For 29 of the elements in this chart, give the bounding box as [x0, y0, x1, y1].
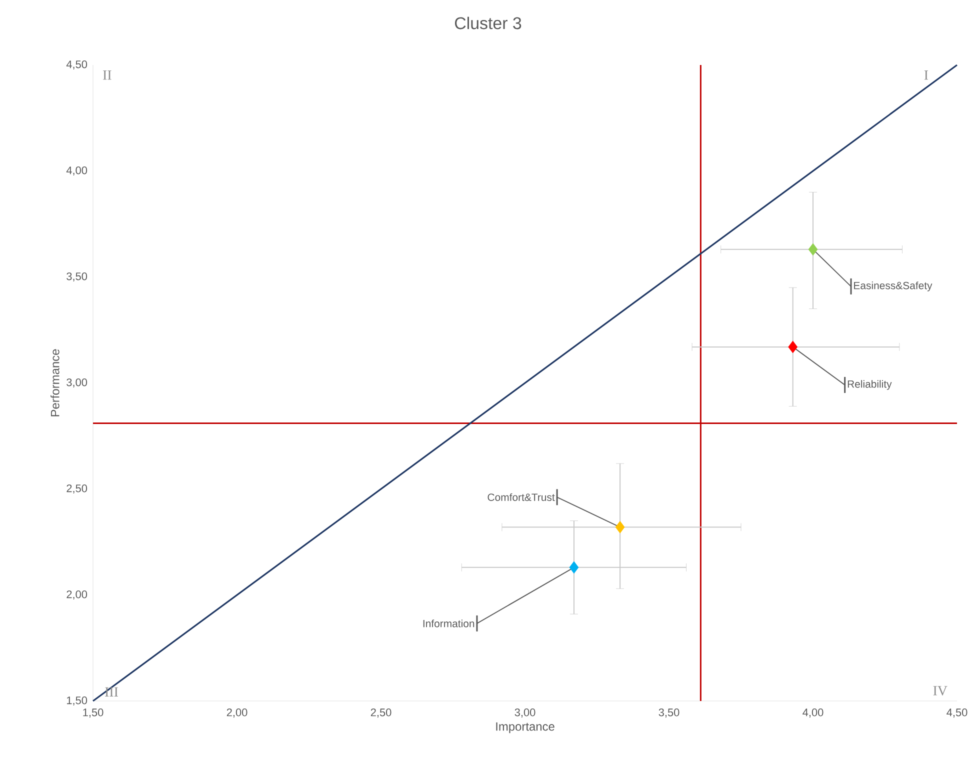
y-tick-label: 4,50 [66, 60, 88, 70]
y-axis-title: Performance [50, 349, 60, 416]
text: Easiness&Safety [854, 282, 932, 292]
x-tick-label: 1,50 [83, 708, 104, 718]
x-tick-label: 4,50 [946, 708, 968, 718]
y-tick-label: 2,00 [66, 590, 88, 600]
y-tick-label: 2,50 [66, 484, 88, 494]
y-tick-label: 1,50 [66, 696, 88, 706]
y-tick-label: 4,00 [66, 166, 88, 176]
y-tick-label: 3,50 [66, 272, 88, 282]
x-tick-label: 2,50 [370, 708, 392, 718]
annotation: II [103, 70, 112, 80]
text: Reliability [848, 380, 892, 390]
x-tick-label: 2,00 [226, 708, 248, 718]
x-tick-label: 4,00 [802, 708, 824, 718]
point [569, 561, 579, 574]
x-tick-label: 3,00 [514, 708, 536, 718]
x-tick-label: 3,50 [658, 708, 680, 718]
text: Comfort&Trust [488, 493, 555, 501]
annotation: I [924, 70, 928, 80]
point [615, 520, 625, 534]
point [808, 243, 818, 256]
annotation: III [105, 687, 118, 696]
y-tick-label: 3,00 [66, 378, 88, 388]
x-axis-title: Importance [496, 722, 554, 734]
chart-title: Cluster 3 [454, 16, 522, 30]
text: Information [423, 620, 474, 628]
annotation: IV [933, 686, 948, 696]
point [788, 340, 798, 354]
